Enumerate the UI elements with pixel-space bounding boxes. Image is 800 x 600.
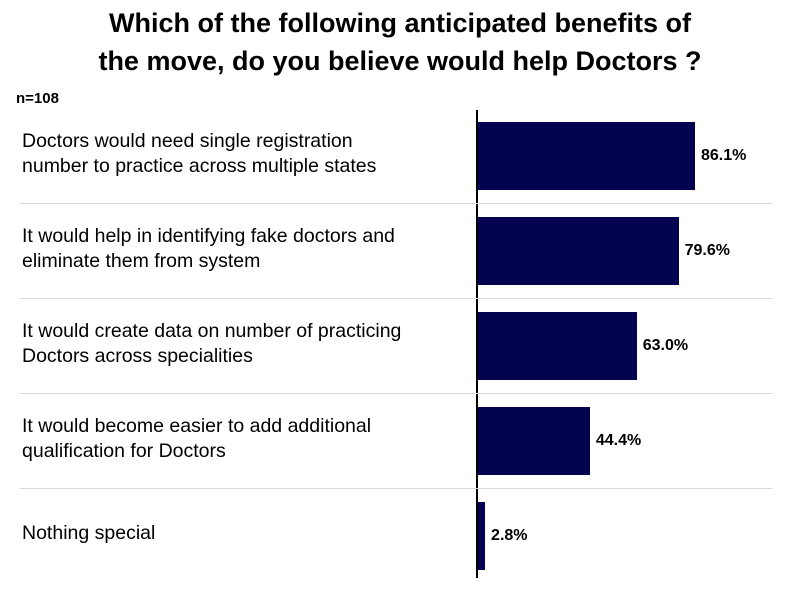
separator [20,488,772,489]
separator [20,203,772,204]
category-label: It would create data on number of practi… [22,319,402,367]
bar [478,216,679,285]
category-label: Nothing special [22,522,156,544]
value-label: 2.8% [491,526,528,544]
bar [478,121,695,190]
bar [478,311,637,380]
category-label: It would become easier to add additional… [22,414,372,462]
separator [20,393,772,394]
value-label: 63.0% [642,336,689,354]
separator [20,298,772,299]
chart-subtitle: n=108 [16,90,59,107]
axis-line [476,110,478,578]
value-label: 86.1% [700,146,747,164]
category-label: It would help in identifying fake doctor… [22,224,395,272]
bar [478,406,590,475]
chart-title: Which of the following anticipated benef… [98,8,702,76]
category-label: Doctors would need single registration n… [22,129,377,177]
bar [478,501,486,570]
value-label: 44.4% [595,431,642,449]
value-label: 79.6% [684,241,730,259]
